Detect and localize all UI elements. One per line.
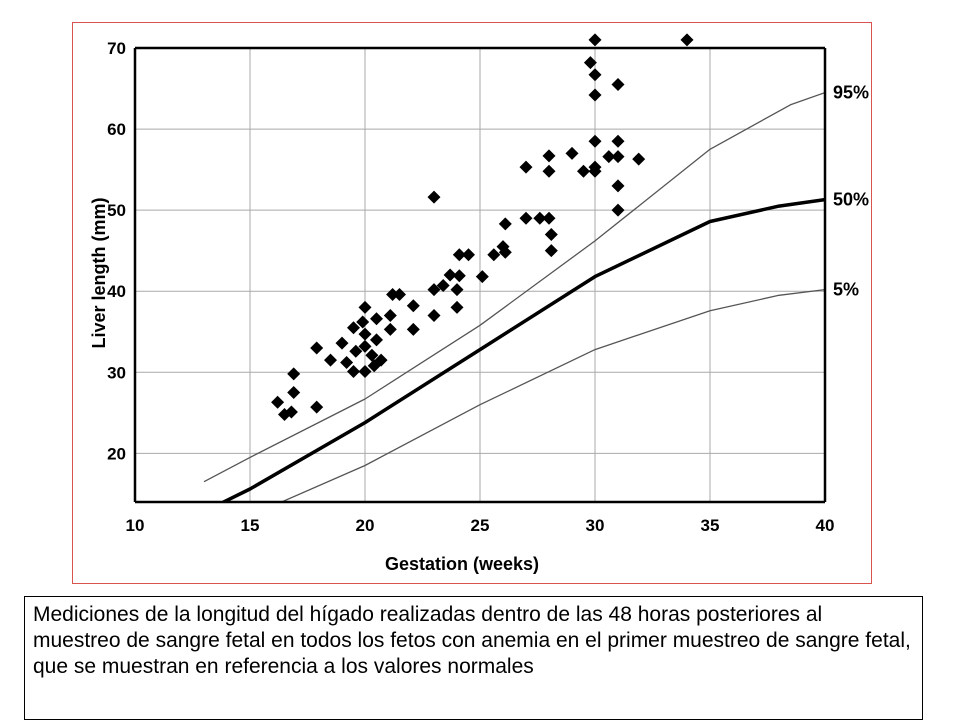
- data-point: [519, 160, 533, 174]
- data-point: [632, 152, 646, 166]
- data-point: [393, 287, 406, 301]
- data-point: [358, 327, 372, 341]
- data-point: [335, 336, 349, 350]
- data-point: [462, 248, 475, 262]
- reference-line-95pct: [203, 91, 825, 483]
- liver-length-chart: 95% 50% 5% 10 15 20 25 30 35 40 20 30 40 50 60 70 Gesta…: [89, 33, 869, 574]
- data-point: [544, 227, 558, 241]
- data-point: [324, 353, 337, 367]
- reference-label-50pct: 50%: [833, 190, 869, 210]
- data-point: [406, 322, 420, 336]
- data-point: [498, 217, 512, 231]
- data-point: [588, 68, 602, 82]
- data-point: [450, 283, 464, 297]
- data-point: [588, 134, 602, 148]
- data-point: [611, 150, 625, 164]
- data-point: [358, 300, 372, 314]
- data-point: [452, 269, 466, 283]
- data-point: [287, 386, 301, 400]
- data-point: [436, 279, 450, 293]
- caption-box: Mediciones de la longitud del hígado rea…: [24, 596, 923, 720]
- plot-border: [133, 46, 827, 504]
- data-point: [533, 211, 547, 225]
- data-point: [310, 341, 324, 355]
- data-point: [386, 287, 400, 301]
- data-point: [565, 146, 579, 160]
- x-tick-label: 35: [701, 516, 720, 535]
- data-point: [583, 56, 597, 70]
- data-point: [383, 322, 397, 336]
- data-point: [487, 248, 501, 262]
- data-point: [611, 134, 625, 148]
- data-point: [358, 339, 372, 353]
- data-point: [542, 149, 556, 163]
- caption-text: Mediciones de la longitud del hígado rea…: [33, 603, 911, 678]
- y-tick-label: 30: [107, 363, 126, 382]
- y-tick-label: 60: [107, 120, 126, 139]
- data-point: [427, 309, 441, 323]
- data-point: [356, 315, 370, 329]
- reference-label-95pct: 95%: [833, 83, 869, 103]
- x-tick-label: 15: [241, 516, 260, 535]
- data-point: [519, 211, 533, 225]
- reference-lines: [203, 91, 825, 502]
- data-point: [542, 164, 556, 178]
- data-point: [611, 179, 625, 193]
- data-point: [358, 364, 372, 378]
- x-axis-title: Gestation (weeks): [385, 554, 539, 574]
- y-tick-label: 20: [107, 444, 126, 463]
- data-point: [340, 356, 354, 370]
- data-point: [287, 367, 301, 381]
- axis-labels: 95% 50% 5% 10 15 20 25 30 35 40 20 30 40 50 60 70: [107, 39, 869, 535]
- x-tick-label: 20: [356, 516, 375, 535]
- data-point: [611, 203, 625, 217]
- data-point: [498, 245, 512, 259]
- data-point: [427, 283, 441, 297]
- x-tick-label: 40: [816, 516, 835, 535]
- data-point: [588, 88, 602, 102]
- data-point: [611, 77, 625, 91]
- data-point: [370, 312, 383, 326]
- x-tick-label: 25: [471, 516, 490, 535]
- data-point: [383, 309, 397, 323]
- reference-label-5pct: 5%: [833, 280, 859, 300]
- data-point: [271, 395, 285, 409]
- data-point: [310, 400, 324, 414]
- data-point: [284, 405, 298, 419]
- data-point: [349, 344, 363, 358]
- y-tick-label: 50: [107, 201, 126, 220]
- data-point: [542, 211, 556, 225]
- x-tick-label: 10: [126, 516, 145, 535]
- y-tick-label: 40: [107, 282, 126, 301]
- data-point: [602, 150, 616, 164]
- x-tick-label: 30: [586, 516, 605, 535]
- data-points: [271, 33, 694, 421]
- data-point: [588, 164, 602, 178]
- reference-line-5pct: [279, 288, 825, 502]
- data-point: [427, 190, 441, 204]
- data-point: [588, 33, 602, 47]
- data-point: [370, 333, 383, 347]
- y-tick-label: 70: [107, 39, 126, 58]
- data-point: [450, 300, 464, 314]
- data-point: [680, 33, 694, 47]
- data-point: [452, 248, 466, 262]
- data-point: [374, 353, 388, 367]
- data-point: [347, 321, 360, 335]
- data-point: [406, 299, 420, 313]
- data-point: [347, 364, 360, 378]
- y-axis-title: Liver length (mm): [89, 197, 109, 348]
- data-point: [475, 270, 489, 284]
- chart-frame: 95% 50% 5% 10 15 20 25 30 35 40 20 30 40 50 60 70 Gesta…: [72, 22, 872, 584]
- reference-line-50pct: [219, 197, 825, 502]
- data-point: [443, 268, 457, 282]
- data-point: [577, 164, 590, 178]
- data-point: [365, 348, 379, 362]
- data-point: [544, 244, 558, 258]
